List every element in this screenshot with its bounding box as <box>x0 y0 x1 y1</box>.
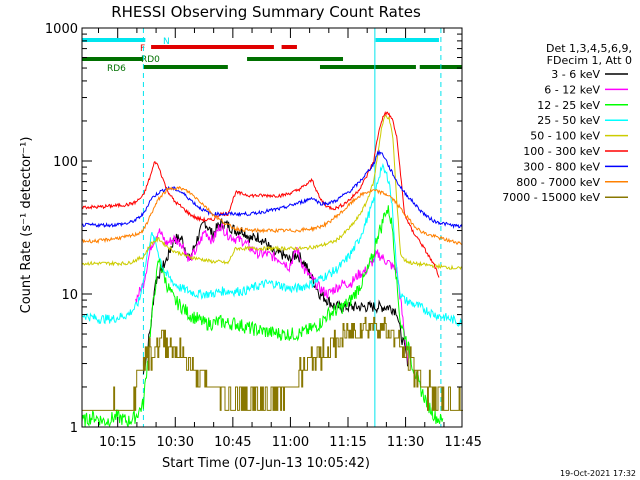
legend-label: 25 - 50 keV <box>537 114 600 127</box>
series-line <box>81 149 463 230</box>
series-line <box>81 162 463 328</box>
legend-label: 300 - 800 keV <box>523 160 600 173</box>
x-tick-label: 11:15 <box>329 435 366 450</box>
x-tick-label: 11:30 <box>387 435 424 450</box>
series-line <box>82 111 440 278</box>
legend-header: Det 1,3,4,5,6,9, <box>546 42 632 55</box>
x-tick-label: 10:30 <box>157 435 194 450</box>
y-tick-label: 1000 <box>45 22 78 37</box>
state-bar-label: N <box>163 37 170 47</box>
state-bar-label: RD6 <box>107 64 126 74</box>
x-tick-label: 11:45 <box>444 435 481 450</box>
x-tick-label: 10:15 <box>99 435 136 450</box>
legend-label: 100 - 300 keV <box>523 145 600 158</box>
series-line <box>135 223 409 365</box>
legend-header: FDecim 1, Att 0 <box>547 54 632 67</box>
series-line <box>81 205 444 428</box>
y-tick-label: 10 <box>61 288 78 303</box>
legend-label: 3 - 6 keV <box>551 68 600 81</box>
legend-label: 12 - 25 keV <box>537 99 600 112</box>
axes-frame <box>81 27 463 428</box>
legend-label: 6 - 12 keV <box>544 83 600 96</box>
date-stamp: 19-Oct-2021 17:32 <box>560 469 636 478</box>
legend-label: 50 - 100 keV <box>530 130 600 143</box>
state-bar-label: F <box>140 44 145 54</box>
series-line <box>81 114 463 271</box>
x-axis-label: Start Time (07-Jun-13 10:05:42) <box>162 456 370 471</box>
y-axis-label: Count Rate (s⁻¹ detector⁻¹) <box>19 137 34 314</box>
series-line <box>82 316 463 411</box>
legend-label: 7000 - 15000 keV <box>502 191 600 204</box>
chart-title: RHESSI Observing Summary Count Rates <box>111 3 421 21</box>
legend-label: 800 - 7000 keV <box>516 176 600 189</box>
x-tick-label: 11:00 <box>272 435 309 450</box>
state-bar-label: RD0 <box>141 55 160 65</box>
y-tick-label: 100 <box>53 155 78 170</box>
plot-area: 1 10 100 1000 10:15 10:30 10:45 11:00 11:15 11:30… <box>45 22 482 450</box>
x-tick-label: 10:45 <box>214 435 251 450</box>
series-line <box>81 186 463 246</box>
y-tick-label: 1 <box>70 421 78 436</box>
legend: Det 1,3,4,5,6,9,FDecim 1, Att 03 - 6 keV… <box>502 42 632 204</box>
